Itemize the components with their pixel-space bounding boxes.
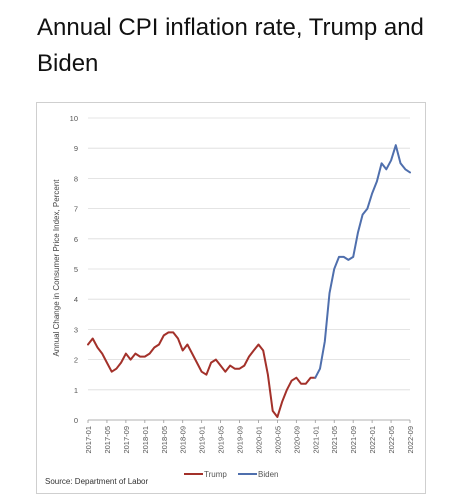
y-tick-label: 8 xyxy=(74,174,78,183)
page-title: Annual CPI inflation rate, Trump and Bid… xyxy=(37,14,424,77)
y-tick-label: 3 xyxy=(74,325,78,334)
x-tick-label: 2020-09 xyxy=(292,426,301,454)
x-tick-label: 2022-01 xyxy=(368,426,377,454)
y-tick-label: 5 xyxy=(74,265,78,274)
x-tick-label: 2022-05 xyxy=(387,426,396,454)
x-tick-label: 2020-05 xyxy=(273,426,282,454)
legend: Trump Biden xyxy=(184,470,278,479)
x-tick-label: 2021-05 xyxy=(330,426,339,454)
y-tick-label: 0 xyxy=(74,416,78,425)
x-tick-label: 2018-01 xyxy=(141,426,150,454)
legend-label-trump: Trump xyxy=(204,470,227,479)
series-line-trump xyxy=(87,331,317,418)
y-axis-label: Annual Change in Consumer Price Index, P… xyxy=(52,179,61,357)
x-tick-label: 2019-01 xyxy=(198,426,207,454)
x-axis-ticks: 2017-01 2017-05 2017-09 2018-01 2018-05 2018-… xyxy=(84,420,415,454)
chart-frame xyxy=(36,102,426,494)
x-tick-label: 2021-09 xyxy=(349,426,358,454)
series-line-biden xyxy=(314,144,411,379)
y-tick-label: 6 xyxy=(74,235,78,244)
x-tick-label: 2017-09 xyxy=(122,426,131,454)
x-tick-label: 2019-05 xyxy=(217,426,226,454)
y-tick-label: 7 xyxy=(74,205,78,214)
legend-label-biden: Biden xyxy=(258,470,278,479)
x-tick-label: 2017-05 xyxy=(103,426,112,454)
source-note: Source: Department of Labor xyxy=(45,477,149,486)
x-tick-label: 2019-09 xyxy=(236,426,245,454)
x-tick-label: 2017-01 xyxy=(84,426,93,454)
x-tick-label: 2018-05 xyxy=(160,426,169,454)
series-lines xyxy=(87,144,411,418)
gridlines xyxy=(88,117,410,421)
x-tick-label: 2021-01 xyxy=(311,426,320,454)
y-tick-label: 1 xyxy=(74,386,78,395)
y-tick-label: 2 xyxy=(74,356,78,365)
y-tick-label: 4 xyxy=(74,295,78,304)
x-tick-label: 2018-09 xyxy=(179,426,188,454)
y-tick-label: 10 xyxy=(70,114,78,123)
x-tick-label: 2020-01 xyxy=(254,426,263,454)
y-tick-label: 9 xyxy=(74,144,78,153)
x-tick-label: 2022-09 xyxy=(406,426,415,454)
y-axis-ticks: 0 1 2 3 4 5 6 7 8 9 10 xyxy=(70,114,78,425)
